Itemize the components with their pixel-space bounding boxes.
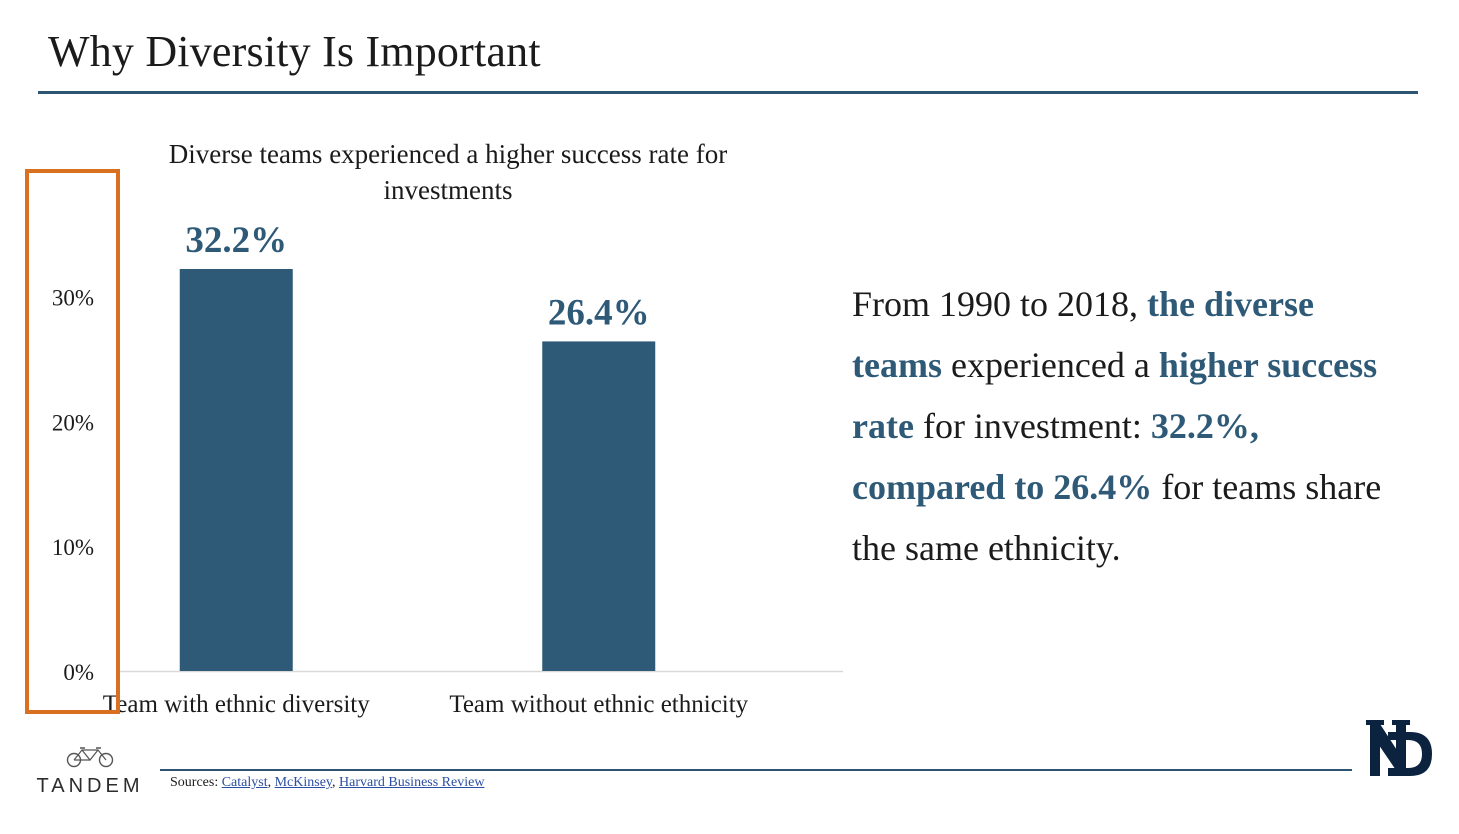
source-link-hbr[interactable]: Harvard Business Review: [339, 775, 485, 790]
notre-dame-monogram-icon: [1366, 720, 1432, 776]
y-tick-label: 20%: [52, 410, 94, 435]
description-text: From 1990 to 2018, the diverse teams exp…: [852, 274, 1412, 579]
footer-divider: [160, 769, 1352, 771]
y-tick-label: 0%: [63, 660, 94, 685]
sources-separator: ,: [267, 775, 275, 790]
source-link-catalyst[interactable]: Catalyst: [221, 775, 268, 790]
chart-title: Diverse teams experienced a higher succe…: [168, 139, 728, 205]
y-tick-label: 10%: [52, 535, 94, 560]
description-part-3: for investment:: [913, 406, 1151, 446]
sources-label: Sources:: [170, 775, 219, 790]
bar: [179, 269, 293, 671]
page-title: Why Diversity Is Important: [48, 27, 541, 76]
x-tick-label: Team without ethnic ethnicity: [449, 691, 748, 718]
description-highlight-3: 32.2%, compared to 26.4%: [852, 406, 1259, 507]
y-axis-highlight-box: [25, 169, 120, 714]
sources-separator: ,: [332, 775, 340, 790]
data-label: 32.2%: [185, 220, 287, 261]
tandem-bicycle-icon: [66, 747, 114, 768]
description-highlight-2: higher success rate: [852, 345, 1378, 446]
description-part-2: experienced a: [941, 345, 1159, 385]
description-part-4: for teams share the same ethnicity.: [852, 467, 1382, 568]
tandem-logo: TANDEM: [34, 744, 146, 798]
y-tick-label: 30%: [52, 285, 94, 310]
x-tick-label: Team with ethnic diversity: [103, 691, 370, 718]
description-highlight-1: the diverse teams: [852, 284, 1314, 385]
sources-line: Sources: Catalyst, McKinsey, Harvard Bus…: [170, 775, 484, 791]
data-label: 26.4%: [548, 292, 650, 333]
tandem-wordmark: TANDEM: [36, 775, 144, 797]
bar: [542, 341, 656, 671]
description-part-1: From 1990 to 2018,: [852, 284, 1148, 324]
title-divider: [38, 91, 1418, 94]
source-link-mckinsey[interactable]: McKinsey: [274, 775, 333, 790]
